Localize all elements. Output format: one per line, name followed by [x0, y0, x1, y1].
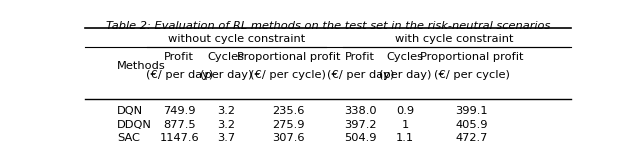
Text: 307.6: 307.6 — [272, 133, 305, 143]
Text: DQN: DQN — [117, 106, 143, 116]
Text: Methods: Methods — [117, 61, 166, 71]
Text: (€/ per day): (€/ per day) — [145, 70, 213, 80]
Text: 1: 1 — [401, 120, 408, 130]
Text: (€/ per cycle): (€/ per cycle) — [250, 70, 326, 80]
Text: (€/ per cycle): (€/ per cycle) — [434, 70, 510, 80]
Text: 749.9: 749.9 — [163, 106, 195, 116]
Text: 877.5: 877.5 — [163, 120, 195, 130]
Text: 0.9: 0.9 — [396, 106, 414, 116]
Text: Table 2: Evaluation of RL methods on the test set in the risk-neutral scenarios: Table 2: Evaluation of RL methods on the… — [106, 21, 550, 31]
Text: Cycles: Cycles — [387, 52, 424, 62]
Text: 504.9: 504.9 — [344, 133, 376, 143]
Text: 472.7: 472.7 — [456, 133, 488, 143]
Text: 405.9: 405.9 — [456, 120, 488, 130]
Text: 275.9: 275.9 — [272, 120, 305, 130]
Text: 3.7: 3.7 — [217, 133, 236, 143]
Text: 3.2: 3.2 — [218, 120, 236, 130]
Text: 3.2: 3.2 — [218, 106, 236, 116]
Text: SAC: SAC — [117, 133, 140, 143]
Text: 1.1: 1.1 — [396, 133, 414, 143]
Text: 397.2: 397.2 — [344, 120, 376, 130]
Text: without cycle constraint: without cycle constraint — [168, 34, 305, 44]
Text: Profit: Profit — [164, 52, 194, 62]
Text: 399.1: 399.1 — [456, 106, 488, 116]
Text: DDQN: DDQN — [117, 120, 152, 130]
Text: Profit: Profit — [345, 52, 375, 62]
Text: (per day): (per day) — [379, 70, 431, 80]
Text: (per day): (per day) — [200, 70, 253, 80]
Text: Proportional profit: Proportional profit — [420, 52, 524, 62]
Text: Cycles: Cycles — [208, 52, 245, 62]
Text: Proportional profit: Proportional profit — [237, 52, 340, 62]
Text: 235.6: 235.6 — [272, 106, 305, 116]
Text: 338.0: 338.0 — [344, 106, 376, 116]
Text: (€/ per day): (€/ per day) — [326, 70, 394, 80]
Text: with cycle constraint: with cycle constraint — [396, 34, 514, 44]
Text: 1147.6: 1147.6 — [159, 133, 199, 143]
